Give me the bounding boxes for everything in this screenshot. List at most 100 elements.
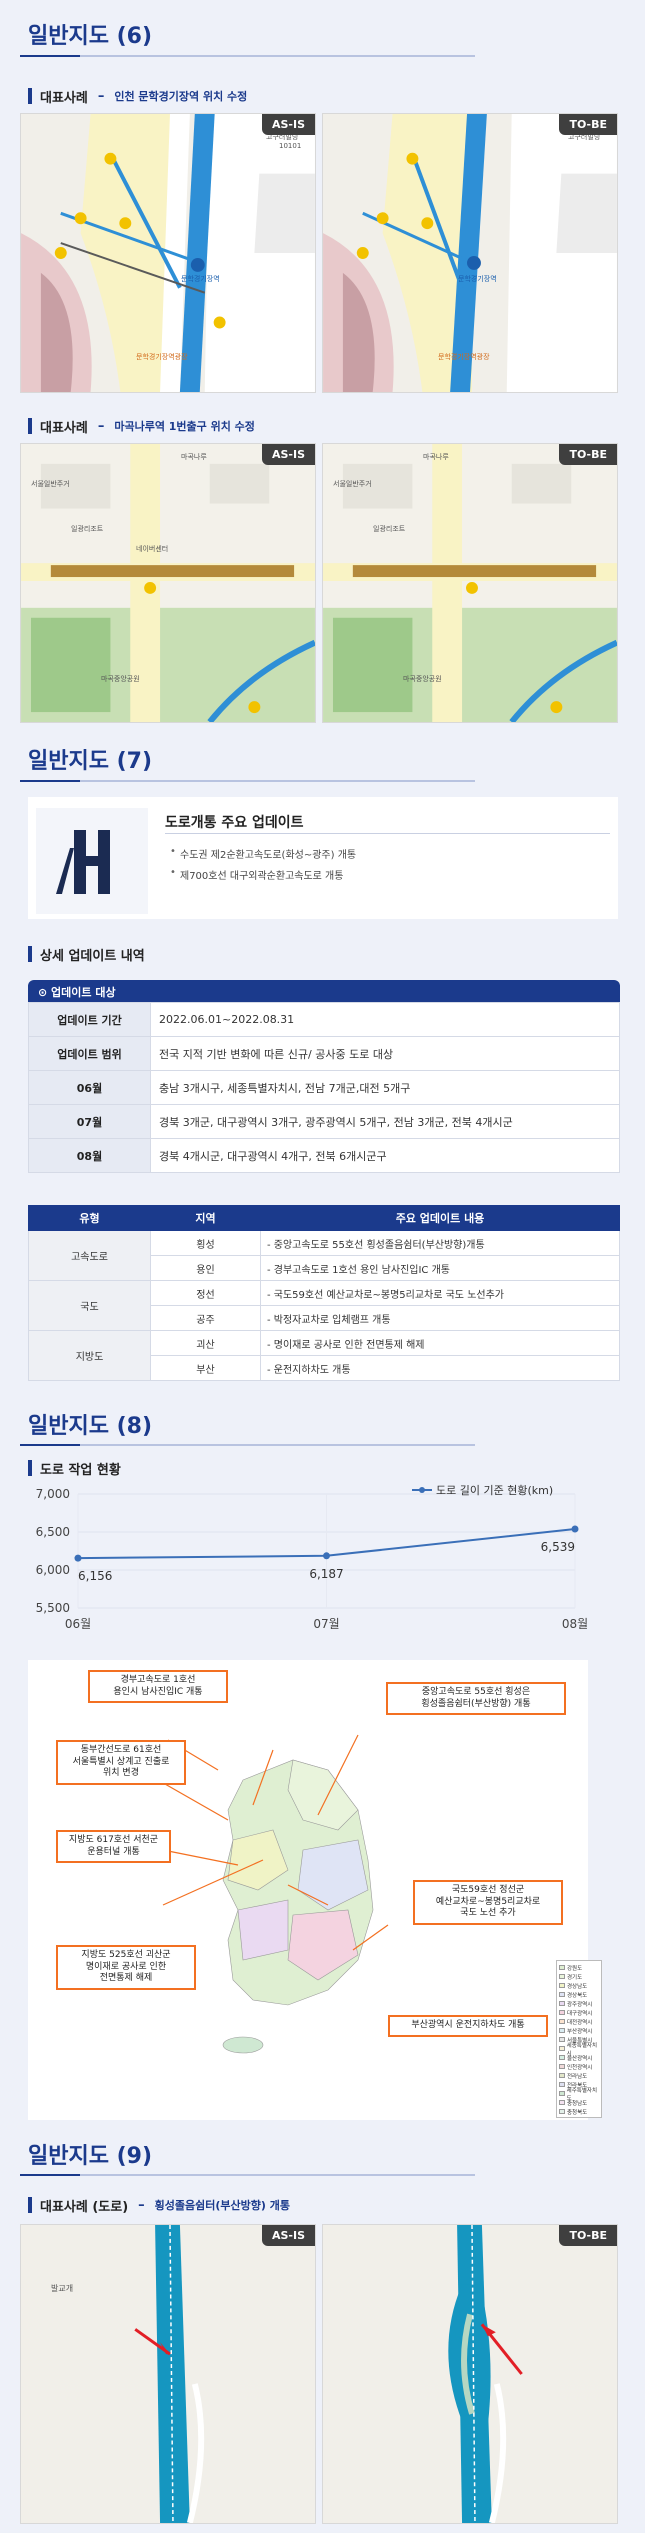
change-table: 유형 지역 주요 업데이트 내용 고속도로 횡성 - 중앙고속도로 55호선 횡성졸… (28, 1205, 620, 1381)
legend-swatch (559, 1992, 565, 1997)
tobe-tag: TO-BE (559, 114, 617, 135)
callout-box: 국도59호선 정선군 예산교차로~봉명5리교차로 국도 노선 추가 (413, 1880, 563, 1926)
table-row: 용인 - 경부고속도로 1호선 용인 남사진입IC 개통 (29, 1255, 620, 1281)
legend-label: 부산광역시 (567, 2028, 593, 2035)
region-cell: 괴산 (150, 1330, 261, 1356)
legend-swatch (559, 2100, 565, 2105)
update-target-header: ⊙ 업데이트 대상 (28, 980, 620, 1002)
legend-label: 전라북도 (567, 2082, 588, 2089)
road-open-item: 수도권 제2순환고속도로(화성~광주) 개통 (170, 846, 356, 861)
y-tick-label: 7,000 (36, 1487, 70, 1501)
map-tobe-3[interactable]: TO-BE (322, 2224, 618, 2524)
table-row: 업데이트 범위 전국 지적 기반 변화에 따른 신규/ 공사중 도로 대상 (28, 1036, 620, 1071)
legend-label: 충청남도 (567, 2100, 588, 2107)
type-cell: 국도 (28, 1280, 151, 1331)
legend-label: 경상남도 (567, 1983, 588, 1990)
data-label: 6,187 (309, 1567, 343, 1581)
legend-swatch (559, 2064, 565, 2069)
region-cell: 공주 (150, 1305, 261, 1331)
row-value: 경북 3개군, 대구광역시 3개구, 광주광역시 5개구, 전남 3개군, 전북… (150, 1104, 620, 1139)
content-cell: - 명이재로 공사로 인한 전면통제 해제 (260, 1330, 620, 1356)
data-label: 6,539 (541, 1540, 575, 1554)
map-label: 네이버센터 (136, 545, 169, 553)
legend-swatch (559, 2055, 565, 2060)
row-key: 업데이트 기간 (28, 1002, 151, 1037)
legend-item: 부산광역시 (559, 2026, 599, 2035)
row-value: 전국 지적 기반 변화에 따른 신규/ 공사중 도로 대상 (150, 1036, 620, 1071)
legend-label: 충청북도 (567, 2109, 588, 2116)
row-value: 2022.06.01~2022.08.31 (150, 1002, 620, 1037)
callout-box: 지방도 617호선 서천군 운용터널 개통 (56, 1830, 171, 1864)
map-asis-3[interactable]: AS-IS 발교개 (20, 2224, 316, 2524)
data-point (571, 1525, 579, 1533)
legend-item: 세종특별자치시 (559, 2043, 599, 2057)
legend-swatch (559, 2046, 565, 2051)
map-tobe-1[interactable]: TO-BE 고구려빌딩 문학경기장역 문학경기장역광장 (322, 113, 618, 393)
content-cell: - 경부고속도로 1호선 용인 남사진입IC 개통 (260, 1255, 620, 1281)
callout-box: 중앙고속도로 55호선 횡성은 횡성졸음쉼터(부산방향) 개통 (386, 1682, 566, 1716)
case-note: 횡성졸음쉼터(부산방향) 개통 (154, 2199, 290, 2212)
legend-item: 대전광역시 (559, 2017, 599, 2026)
legend-label: 대구광역시 (567, 2010, 593, 2017)
roadwork-heading: 도로 작업 현황 (28, 1458, 121, 1478)
col-header: 주요 업데이트 내용 (260, 1205, 620, 1231)
type-cell: 지방도 (28, 1330, 151, 1381)
table-row: 06월 충남 3개시구, 세종특별자치시, 전남 7개군,대전 5개구 (28, 1070, 620, 1105)
map-graphic (323, 114, 617, 392)
table-row: 고속도로 횡성 - 중앙고속도로 55호선 횡성졸음쉼터(부산방향)개통 (28, 1230, 620, 1281)
legend-item: 전라북도 (559, 2080, 599, 2089)
table-row: 07월 경북 3개군, 대구광역시 3개구, 광주광역시 5개구, 전남 3개군,… (28, 1104, 620, 1139)
legend-label: 도로 길이 기준 현황(km) (436, 1484, 553, 1497)
map-label-station: 문학경기장역 (458, 275, 497, 283)
map-label: 서울일반주거 (31, 480, 70, 488)
data-label: 6,156 (78, 1569, 112, 1583)
y-tick-label: 6,000 (36, 1563, 70, 1577)
data-point (323, 1552, 330, 1560)
legend-label: 서울특별시 (567, 2037, 593, 2044)
map-label-station: 문학경기장역 (181, 275, 220, 283)
content-cell: - 국도59호선 예산교차로~봉명5리교차로 국도 노선추가 (260, 1280, 620, 1306)
update-target-title: 업데이트 대상 (51, 986, 116, 999)
table-row: 지방도 괴산 - 명이재로 공사로 인한 전면통제 해제 (28, 1330, 620, 1381)
region-cell: 정선 (150, 1280, 261, 1306)
legend-swatch (559, 2010, 565, 2015)
map-asis-1[interactable]: AS-IS 고구려빌딩 10101 문학경기장역 문학경기장역광장 (20, 113, 316, 393)
legend-swatch (559, 2073, 565, 2078)
legend-label: 경상북도 (567, 1992, 588, 1999)
table-row: 공주 - 박정자교차로 입체램프 개통 (29, 1305, 620, 1331)
data-point (74, 1554, 82, 1562)
legend-item: 제주특별자치도 (559, 2088, 599, 2102)
map-legend: 강원도 경기도 경상남도 경상북도 광주광역시 대구광역시 대전광역시 부산광역시 서울특별시 세… (556, 1960, 602, 2118)
callout-box: 지방도 525호선 괴산군 명이재로 공사로 인한 전면통제 해제 (56, 1945, 196, 1991)
section-divider (20, 780, 475, 782)
x-tick-label: 08월 (562, 1617, 588, 1631)
map-tobe-2[interactable]: TO-BE 마곡나루 서울일반주거 일광리조트 마곡중앙공원 (322, 443, 618, 723)
row-key: 08월 (28, 1138, 151, 1173)
legend-item: 강원도 (559, 1963, 599, 1972)
case-note: 인천 문학경기장역 위치 수정 (114, 90, 248, 103)
map-asis-2[interactable]: AS-IS 마곡나루 서울일반주거 일광리조트 네이버센터 마곡중앙공원 (20, 443, 316, 723)
legend-label: 인천광역시 (567, 2064, 593, 2071)
row-key: 업데이트 범위 (28, 1036, 151, 1071)
legend-swatch (559, 1965, 565, 1970)
table-row: 국도 정선 - 국도59호선 예산교차로~봉명5리교차로 국도 노선추가 (28, 1280, 620, 1331)
case-label: 대표사례 (40, 420, 88, 436)
legend-item: 대구광역시 (559, 2008, 599, 2017)
legend-label: 울산광역시 (567, 2055, 593, 2062)
type-cell: 고속도로 (28, 1230, 151, 1281)
map-label: 서울일반주거 (333, 480, 372, 488)
section-title-9: 일반지도 (9) (28, 2144, 153, 2169)
map-graphic (21, 2225, 315, 2523)
legend-label: 세종특별자치시 (566, 2042, 598, 2057)
section-title-8: 일반지도 (8) (28, 1414, 153, 1439)
update-target-table: 업데이트 기간 2022.06.01~2022.08.31 업데이트 범위 전국 지… (28, 1002, 620, 1173)
legend-label: 경기도 (567, 1974, 583, 1981)
korea-map: 경부고속도로 1호선 용인시 남사진입IC 개통 중앙고속도로 55호선 횡성은… (28, 1660, 602, 2120)
legend-swatch (559, 2037, 565, 2042)
legend-swatch (559, 2082, 565, 2087)
map-label-apt: 고구려빌딩 (568, 133, 601, 141)
section-divider (20, 1444, 475, 1446)
y-tick-label: 5,500 (36, 1601, 70, 1615)
dash: – (138, 2197, 145, 2213)
legend-swatch (559, 2109, 565, 2114)
